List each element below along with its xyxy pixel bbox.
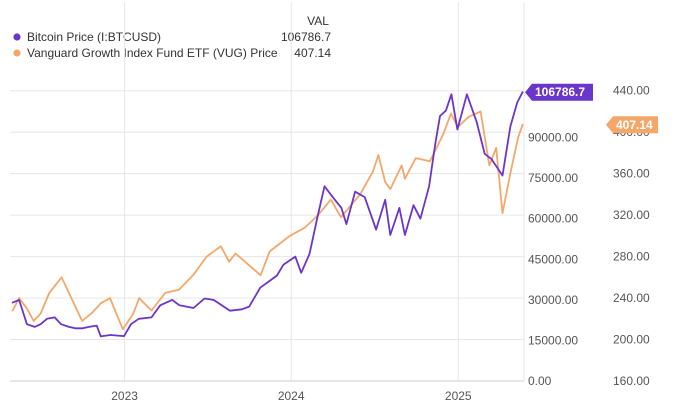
last-value-badges: 106786.7 407.14 <box>525 83 658 134</box>
legend-marker-vug <box>13 49 21 57</box>
y-right-tick-label: 360.00 <box>613 167 650 181</box>
y-right-tick-label: 280.00 <box>613 250 650 264</box>
legend-label-vug: Vanguard Growth Index Fund ETF (VUG) Pri… <box>27 46 278 60</box>
legend-value-btc: 106786.7 <box>281 30 331 44</box>
legend-label-btc: Bitcoin Price (I:BTCUSD) <box>27 30 161 44</box>
series-line-btc <box>11 91 524 338</box>
y-left-tick-label: 45000.00 <box>528 252 578 266</box>
x-tick-label: 2025 <box>445 389 472 403</box>
y-left-tick-label: 0.00 <box>528 374 552 388</box>
series-lines <box>11 91 524 338</box>
btc-last-value-badge-label: 106786.7 <box>535 85 585 99</box>
legend-value-vug: 407.14 <box>294 46 331 60</box>
y-left-tick-label: 30000.00 <box>528 293 578 307</box>
legend: VAL Bitcoin Price (I:BTCUSD) 106786.7 Va… <box>13 14 331 60</box>
y-right-tick-label: 440.00 <box>613 84 650 98</box>
y-right-tick-label: 160.00 <box>613 374 650 388</box>
series-line-vug <box>11 110 524 331</box>
legend-header: VAL <box>307 14 329 28</box>
y-right-tick-label: 320.00 <box>613 208 650 222</box>
y-left-tick-label: 90000.00 <box>528 131 578 145</box>
btc-last-value-badge <box>525 83 593 101</box>
vug-last-value-badge-label: 407.14 <box>616 118 653 132</box>
y-left-tick-label: 60000.00 <box>528 212 578 226</box>
x-tick-label: 2024 <box>278 389 305 403</box>
y-left-tick-label: 75000.00 <box>528 171 578 185</box>
x-tick-label: 2023 <box>111 389 138 403</box>
y-right-tick-label: 200.00 <box>613 333 650 347</box>
vug-last-value-badge <box>606 116 658 134</box>
gridlines <box>10 2 524 382</box>
axes: 0.00 15000.00 30000.00 45000.00 60000.00 7500… <box>10 2 650 403</box>
legend-marker-btc <box>13 33 21 41</box>
y-left-tick-label: 15000.00 <box>528 333 578 347</box>
y-right-tick-label: 240.00 <box>613 291 650 305</box>
